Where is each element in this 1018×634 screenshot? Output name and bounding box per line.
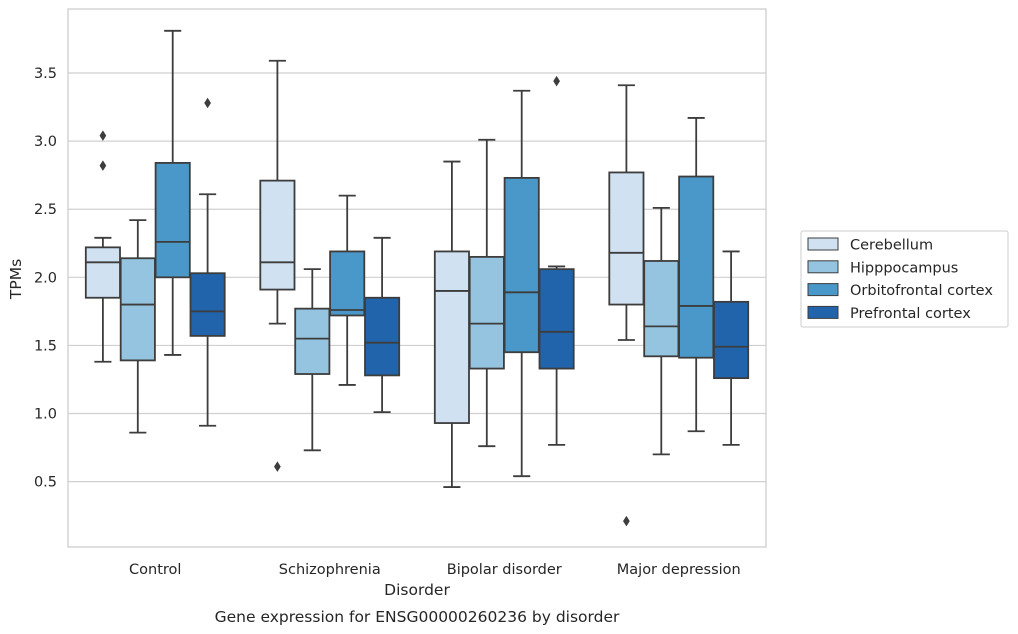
x-axis-label: Disorder xyxy=(384,581,450,599)
x-tick-label: Control xyxy=(129,562,181,578)
box-iqr xyxy=(259,179,296,291)
y-tick-label: 2.5 xyxy=(34,202,57,218)
outlier-point xyxy=(623,515,630,527)
box-prefrontal-cortex xyxy=(538,75,575,446)
legend-label: Orbitofrontal cortex xyxy=(850,283,993,299)
box-cerebellum xyxy=(433,160,470,488)
box-series xyxy=(84,29,750,527)
plot-area xyxy=(67,8,767,548)
box-prefrontal-cortex xyxy=(364,236,401,414)
box-iqr xyxy=(433,250,470,424)
x-tick-label: Schizophrenia xyxy=(279,562,381,578)
outlier-point xyxy=(274,461,281,472)
y-tick-label: 3.5 xyxy=(34,66,57,82)
x-tick-label: Bipolar disorder xyxy=(447,562,562,578)
box-orbitofrontal-cortex xyxy=(503,89,540,478)
legend: Cerebellum Hipppocampus Orbitofrontal cort… xyxy=(800,230,1009,328)
box-iqr xyxy=(329,250,366,317)
box-prefrontal-cortex xyxy=(189,97,226,427)
box-hipppocampus xyxy=(643,206,680,456)
legend-label: Cerebellum xyxy=(850,238,933,254)
legend-swatch xyxy=(807,283,839,297)
x-tick-label: Major depression xyxy=(617,562,741,578)
box-iqr xyxy=(538,268,575,370)
box-iqr xyxy=(503,176,540,354)
box-iqr xyxy=(119,257,156,362)
box-iqr xyxy=(364,296,401,377)
box-iqr xyxy=(84,246,121,299)
legend-swatch xyxy=(807,237,839,251)
legend-frame xyxy=(800,230,1009,328)
box-orbitofrontal-cortex xyxy=(154,29,191,356)
chart-caption: Gene expression for ENSG00000260236 by d… xyxy=(215,608,620,626)
box-iqr xyxy=(468,255,505,370)
x-tick-labels: Control Schizophrenia Bipolar disorder Majo… xyxy=(129,562,741,578)
box-iqr xyxy=(294,307,331,375)
box-iqr xyxy=(154,162,191,279)
box-iqr xyxy=(189,272,226,337)
box-orbitofrontal-cortex xyxy=(678,117,715,433)
legend-swatch xyxy=(807,260,839,274)
box-orbitofrontal-cortex xyxy=(329,194,366,386)
y-tick-label: 1.0 xyxy=(34,407,57,423)
y-axis-label: TPMs xyxy=(7,259,25,300)
box-iqr xyxy=(713,300,750,380)
y-tick-label: 1.5 xyxy=(34,338,57,354)
box-prefrontal-cortex xyxy=(713,250,750,446)
y-tick-label: 2.0 xyxy=(34,270,57,286)
outlier-point xyxy=(99,130,107,141)
y-tick-labels: 0.5 1.0 1.5 2.0 2.5 3.0 3.5 xyxy=(34,66,57,491)
y-tick-label: 3.0 xyxy=(34,134,57,150)
box-hipppocampus xyxy=(468,138,505,448)
outlier-point xyxy=(204,97,211,109)
outlier-point xyxy=(99,160,107,171)
legend-label: Prefrontal cortex xyxy=(850,306,971,322)
outlier-point xyxy=(553,75,560,87)
box-hipppocampus xyxy=(119,219,156,434)
legend-label: Hipppocampus xyxy=(850,260,958,276)
box-hipppocampus xyxy=(294,268,331,452)
box-iqr xyxy=(643,260,680,358)
box-cerebellum xyxy=(608,84,645,527)
box-cerebellum xyxy=(259,59,296,472)
box-iqr xyxy=(608,171,645,306)
legend-swatch xyxy=(807,305,839,319)
y-tick-label: 0.5 xyxy=(34,475,57,491)
box-cerebellum xyxy=(84,130,121,363)
box-iqr xyxy=(678,175,715,359)
